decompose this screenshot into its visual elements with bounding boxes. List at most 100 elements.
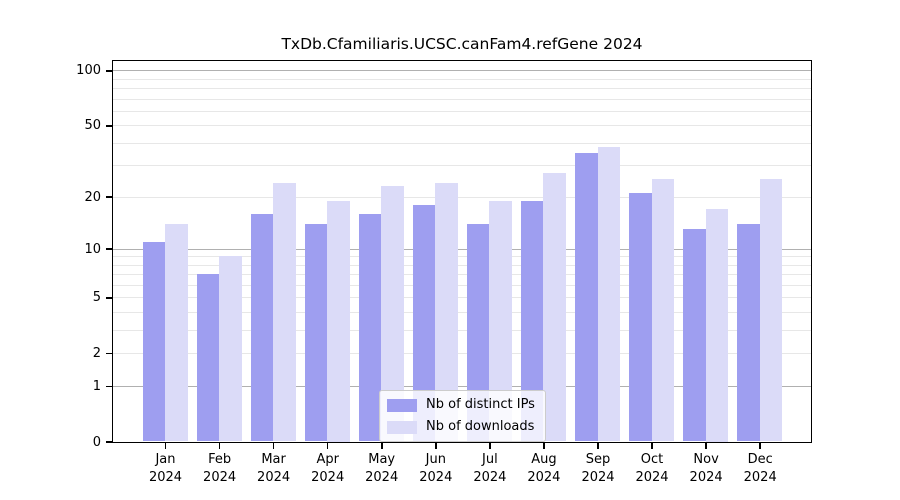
- x-tick-label: Jul 2024: [460, 451, 520, 486]
- y-tick: [106, 441, 112, 443]
- x-tick: [651, 443, 653, 449]
- plot-area: [111, 59, 812, 443]
- gridline-minor: [112, 142, 811, 144]
- legend-entry-downloads: Nb of downloads: [387, 418, 538, 436]
- gridline-minor: [112, 125, 811, 127]
- bar-downloads-aug: [543, 173, 566, 442]
- y-tick-label: 2: [92, 346, 101, 362]
- legend-label-distinct-ips: Nb of distinct IPs: [426, 397, 535, 412]
- bar-distinct-ips-jul: [466, 223, 490, 442]
- x-tick: [272, 443, 275, 449]
- x-tick: [597, 443, 599, 449]
- gridline-minor: [112, 330, 811, 331]
- bar-distinct-ips-jun: [412, 204, 436, 442]
- gridline-major: [112, 248, 811, 250]
- legend-swatch-downloads: [387, 420, 417, 434]
- x-tick-month: May: [368, 452, 396, 467]
- bar-downloads-nov: [705, 209, 729, 442]
- bar-downloads-jun: [435, 182, 458, 442]
- bar-downloads-sep: [597, 146, 620, 442]
- x-tick: [489, 443, 491, 449]
- gridline-minor: [112, 264, 811, 266]
- chart-title: TxDb.Cfamiliaris.UCSC.canFam4.refGene 20…: [281, 35, 643, 53]
- x-tick: [326, 443, 329, 449]
- gridline-major: [112, 70, 811, 72]
- y-tick-label: 5: [92, 290, 101, 306]
- y-tick-label: 20: [84, 189, 101, 205]
- legend-entry-distinct-ips: Nb of distinct IPs: [387, 396, 538, 414]
- x-tick-year: 2024: [635, 469, 669, 485]
- x-tick-label: Mar 2024: [244, 451, 304, 486]
- gridline-minor: [112, 78, 811, 80]
- y-tick: [106, 196, 112, 198]
- x-tick: [543, 443, 545, 449]
- legend-label-downloads: Nb of downloads: [426, 419, 535, 434]
- bar-distinct-ips-dec: [737, 223, 760, 442]
- x-tick-year: 2024: [743, 469, 777, 485]
- y-tick: [106, 248, 112, 250]
- x-tick-label: Sep 2024: [568, 451, 628, 486]
- bar-downloads-feb: [219, 256, 242, 442]
- y-tick: [106, 352, 112, 355]
- gridline-minor: [112, 165, 811, 167]
- x-tick-label: Feb 2024: [190, 451, 250, 486]
- x-tick-month: Apr: [316, 452, 339, 467]
- x-tick-year: 2024: [473, 469, 507, 485]
- x-tick-label: Dec 2024: [730, 451, 790, 486]
- y-tick-label: 0: [92, 434, 101, 450]
- gridline-minor: [112, 297, 811, 299]
- legend-swatch-distinct-ips: [387, 398, 417, 412]
- x-tick-month: Nov: [693, 452, 719, 467]
- x-tick-label: Jan 2024: [136, 451, 196, 486]
- x-tick-year: 2024: [148, 469, 183, 485]
- bar-distinct-ips-jan: [142, 241, 165, 442]
- x-tick: [759, 443, 761, 449]
- x-tick-month: Aug: [531, 452, 557, 467]
- x-tick-year: 2024: [581, 469, 615, 485]
- y-tick-label: 1: [92, 378, 101, 394]
- gridline-minor: [112, 110, 811, 112]
- x-tick-label: May 2024: [352, 451, 412, 486]
- bar-distinct-ips-feb: [196, 274, 220, 442]
- x-tick-label: Nov 2024: [676, 451, 736, 486]
- y-tick-label: 100: [76, 63, 101, 79]
- x-tick-year: 2024: [365, 469, 399, 485]
- y-tick: [106, 125, 112, 127]
- x-tick-month: Jul: [482, 452, 498, 467]
- y-tick: [106, 385, 112, 387]
- x-tick-month: Jan: [155, 452, 176, 467]
- x-tick-month: Feb: [208, 452, 232, 467]
- x-tick-month: Mar: [261, 452, 286, 467]
- bar-distinct-ips-mar: [250, 213, 274, 442]
- gridline-minor: [112, 285, 811, 286]
- x-tick-year: 2024: [311, 469, 345, 485]
- x-tick-label: Aug 2024: [514, 451, 574, 486]
- x-tick-month: Jun: [425, 452, 446, 467]
- gridline-minor: [112, 98, 811, 100]
- gridline-major: [112, 385, 811, 387]
- x-tick-month: Sep: [585, 452, 611, 467]
- gridline-minor: [112, 312, 811, 313]
- x-tick-year: 2024: [527, 469, 561, 485]
- x-tick-month: Dec: [747, 452, 773, 467]
- legend: Nb of distinct IPs Nb of downloads: [379, 390, 546, 442]
- x-tick: [381, 443, 383, 449]
- y-tick: [106, 297, 112, 299]
- gridline-minor: [112, 274, 811, 276]
- gridline-minor: [112, 88, 811, 89]
- bar-distinct-ips-nov: [683, 229, 706, 442]
- y-tick-label: 10: [84, 241, 101, 257]
- bar-downloads-mar: [273, 182, 296, 442]
- y-tick: [106, 70, 112, 72]
- x-tick-label: Apr 2024: [298, 451, 358, 486]
- y-tick-label: 50: [84, 118, 101, 134]
- bar-distinct-ips-oct: [629, 192, 652, 442]
- bar-downloads-dec: [759, 179, 783, 442]
- x-tick-year: 2024: [419, 469, 453, 485]
- gridline-minor: [112, 353, 811, 355]
- bar-downloads-jan: [165, 223, 188, 442]
- bar-distinct-ips-may: [358, 213, 382, 442]
- gridline-minor: [112, 256, 811, 258]
- bar-downloads-may: [381, 185, 404, 442]
